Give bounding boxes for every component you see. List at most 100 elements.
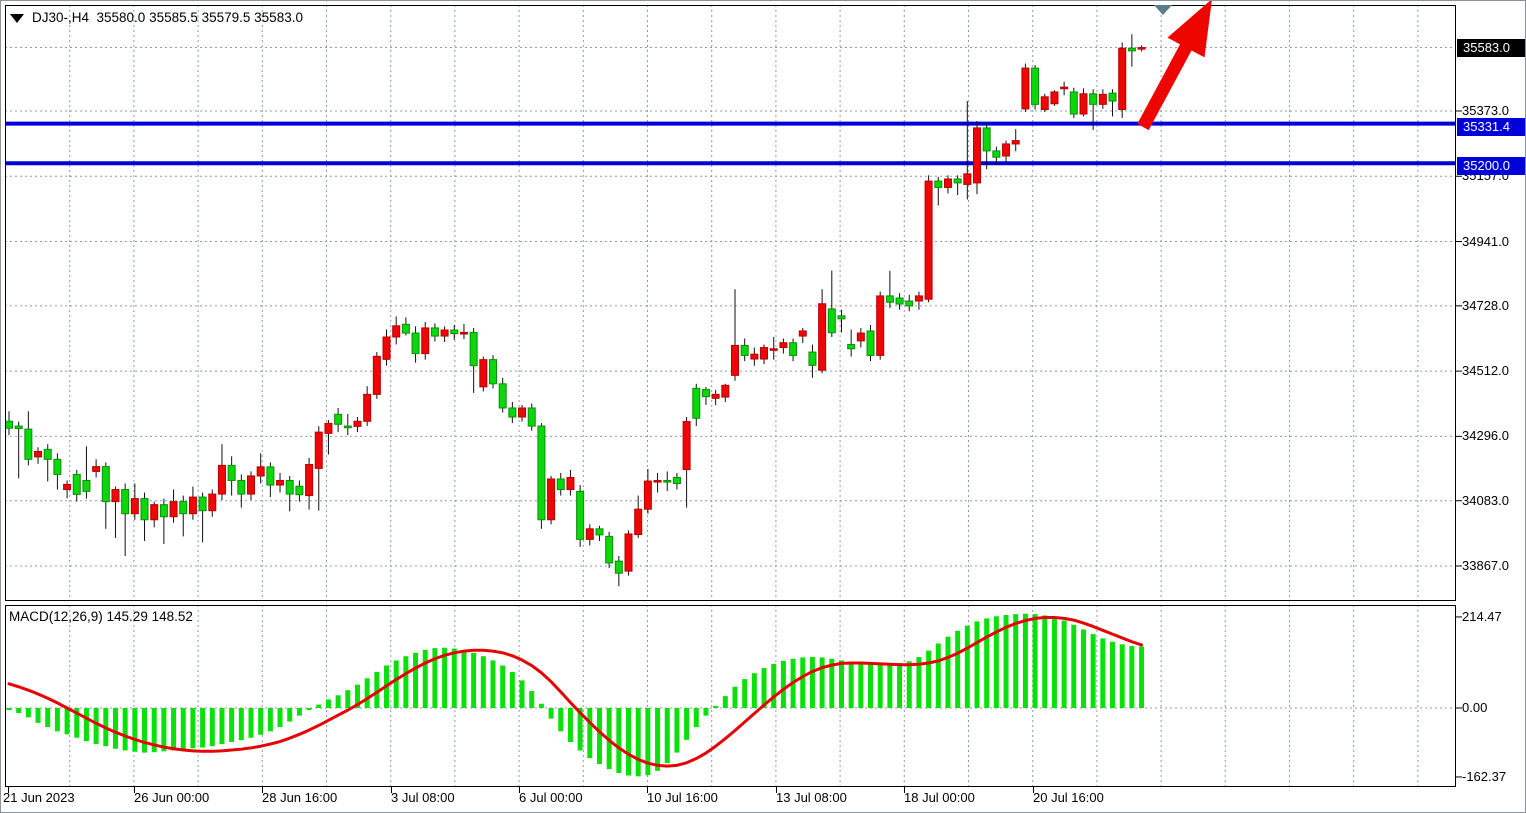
candle-bear xyxy=(508,407,517,418)
candle-bull xyxy=(169,501,178,518)
macd-bar xyxy=(1022,613,1028,708)
macd-bar xyxy=(345,690,351,708)
macd-bar xyxy=(1090,634,1096,708)
candle-bear xyxy=(295,485,304,496)
candle-bear xyxy=(24,428,33,460)
macd-bar xyxy=(877,664,883,708)
macd-bar xyxy=(635,708,641,777)
macd-bar xyxy=(800,657,806,708)
macd-bar xyxy=(74,708,80,738)
candle-bull xyxy=(1098,93,1107,105)
candle-bear xyxy=(101,466,110,503)
macd-bar xyxy=(771,663,777,708)
macd-bar xyxy=(848,662,854,708)
candle-bull xyxy=(943,178,952,188)
candle-bull xyxy=(479,359,488,388)
candle-bull xyxy=(63,483,72,491)
candle-bear xyxy=(450,329,459,335)
macd-bar xyxy=(858,662,864,708)
macd-bar xyxy=(819,657,825,708)
candle-bear xyxy=(411,332,420,355)
candle-bull xyxy=(440,329,449,337)
candle-bull xyxy=(1079,93,1088,115)
macd-bar xyxy=(209,708,215,747)
macd-bar xyxy=(238,708,244,741)
macd-bar xyxy=(258,708,264,735)
macd-bar xyxy=(1119,644,1125,708)
macd-bar xyxy=(519,680,525,708)
macd-bar xyxy=(277,708,283,728)
price-line-label: 35331.4 xyxy=(1457,117,1525,136)
candle-bull xyxy=(634,508,643,536)
candle-bear xyxy=(401,323,410,334)
candle-bull xyxy=(1118,47,1127,110)
candle-bull xyxy=(566,476,575,491)
candle-bull xyxy=(247,475,255,495)
macd-bar xyxy=(587,708,593,759)
macd-bar xyxy=(645,708,651,776)
candle-bear xyxy=(605,535,614,564)
candle-bull xyxy=(643,480,652,510)
candle-bull xyxy=(1137,47,1146,50)
time-axis-label: 20 Jul 16:00 xyxy=(1033,790,1104,805)
macd-bar xyxy=(287,708,293,722)
price-axis-label: 34512.0 xyxy=(1462,363,1509,379)
chart-title: DJ30-,H4 35580.0 35585.5 35579.5 35583.0 xyxy=(32,10,303,25)
macd-bar xyxy=(616,708,622,773)
candle-bull xyxy=(1040,96,1049,110)
candle-bull xyxy=(1060,86,1069,90)
macd-bar xyxy=(442,647,448,708)
main-pane[interactable] xyxy=(5,5,1456,601)
candle-bull xyxy=(876,295,885,356)
candle-bull xyxy=(34,450,43,458)
macd-bar xyxy=(868,663,874,708)
macd-bar xyxy=(200,708,206,748)
macd-pane-frame xyxy=(5,605,1456,787)
macd-bar xyxy=(54,708,60,732)
candle-bull xyxy=(111,489,120,503)
macd-bar xyxy=(655,708,661,771)
candle-bull xyxy=(305,463,314,497)
macd-bar xyxy=(509,671,515,708)
chart-title-row: DJ30-,H4 35580.0 35585.5 35579.5 35583.0 xyxy=(10,10,303,25)
macd-bar xyxy=(713,705,719,708)
candle-bear xyxy=(847,344,856,350)
candle-bull xyxy=(382,336,391,360)
macd-bar xyxy=(83,708,89,742)
macd-bar xyxy=(906,661,912,708)
candle-bull xyxy=(208,493,217,512)
macd-bar xyxy=(838,660,844,708)
candle-bull xyxy=(750,353,759,360)
candle-bull xyxy=(276,479,285,486)
candle-bull xyxy=(92,466,101,472)
macd-bar xyxy=(229,708,235,742)
macd-axis-label: 214.47 xyxy=(1462,608,1502,624)
macd-bar xyxy=(490,660,496,708)
macd-bar xyxy=(742,679,748,708)
candle-bull xyxy=(188,496,197,515)
trend-arrow[interactable] xyxy=(1137,1,1212,131)
macd-bar xyxy=(1080,629,1086,708)
macd-bar xyxy=(751,673,757,708)
candle-bull xyxy=(760,347,769,360)
candle-bear xyxy=(43,448,52,460)
macd-bar xyxy=(354,684,360,708)
candle-bear xyxy=(576,490,585,540)
candle-bear xyxy=(905,300,914,307)
candle-bull xyxy=(721,384,730,398)
macd-bar xyxy=(974,621,980,708)
candle-bear xyxy=(1031,67,1040,105)
candle-bull xyxy=(779,342,788,349)
candle-bull xyxy=(1050,91,1059,105)
macd-bar xyxy=(471,652,477,708)
macd-pane[interactable] xyxy=(5,605,1456,787)
time-axis-label: 13 Jul 08:00 xyxy=(776,790,847,805)
macd-bar xyxy=(684,708,690,740)
candle-bull xyxy=(769,348,778,351)
candle-bull xyxy=(924,180,933,300)
candle-bear xyxy=(285,479,294,495)
macd-bar xyxy=(161,708,167,752)
macd-signal-line xyxy=(7,616,1144,768)
candle-bear xyxy=(614,560,623,574)
